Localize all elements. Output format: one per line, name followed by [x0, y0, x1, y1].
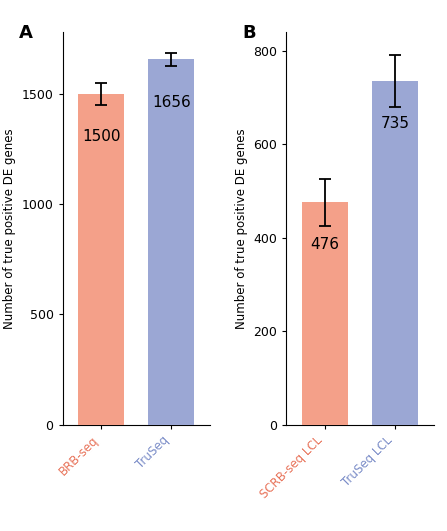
Bar [148, 59, 194, 425]
Text: 735: 735 [380, 116, 409, 131]
Text: 1656: 1656 [152, 95, 190, 109]
Bar [78, 93, 124, 425]
Y-axis label: Number of true positive DE genes: Number of true positive DE genes [3, 128, 16, 329]
Y-axis label: Number of true positive DE genes: Number of true positive DE genes [235, 128, 248, 329]
Text: B: B [242, 24, 256, 42]
Text: A: A [18, 24, 32, 42]
Bar [372, 81, 418, 425]
Bar [302, 202, 348, 425]
Text: 1500: 1500 [82, 129, 120, 144]
Text: 476: 476 [310, 237, 339, 253]
